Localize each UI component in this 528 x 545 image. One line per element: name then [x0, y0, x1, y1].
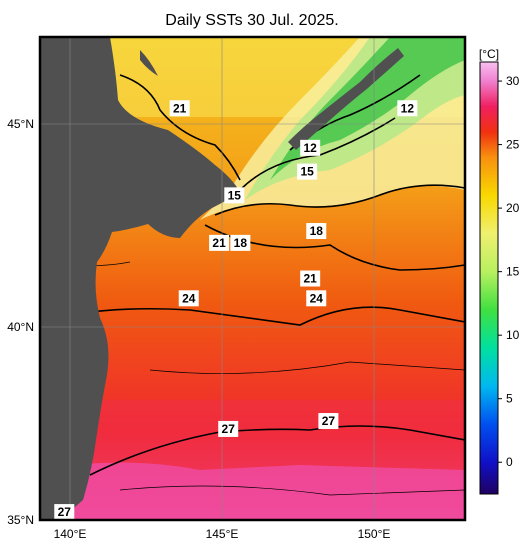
- isotherm-21-north: [119, 74, 241, 181]
- colorbar-tick-label: 25: [506, 138, 520, 152]
- lon-label-145e: 145°E: [206, 527, 239, 541]
- lon-axis-labels: 140°E 145°E 150°E: [54, 527, 391, 541]
- contour-label-box: [300, 270, 321, 287]
- sakhalin-tip: [140, 50, 158, 76]
- lon-gridlines: [69, 37, 375, 520]
- isotherm-24: [40, 306, 465, 326]
- contour-label: 27: [54, 504, 75, 520]
- lat-label-45n: 45°N: [7, 117, 34, 131]
- contour-label: 27: [218, 420, 239, 437]
- colorbar-tick-label: 30: [506, 74, 520, 88]
- lat-label-40n: 40°N: [7, 320, 34, 334]
- contour-label-box: [178, 290, 199, 307]
- isotherm-18: [214, 184, 465, 216]
- contour-label-text: 15: [228, 188, 242, 202]
- contour-label: 15: [224, 187, 245, 204]
- contour-label-text: 15: [300, 165, 314, 179]
- kuril-islands: [288, 48, 404, 150]
- contour-label: 18: [230, 234, 251, 251]
- contour-label-box: [306, 222, 327, 239]
- lat-axis-labels: 45°N 40°N 35°N: [7, 117, 34, 527]
- colorbar-tick-label: 0: [506, 455, 513, 469]
- warmest-water: [40, 462, 465, 520]
- contour-label-box: [209, 234, 230, 251]
- contour-label-box: [169, 100, 190, 117]
- contour-label-box: [218, 420, 239, 437]
- contour-label-text: 18: [310, 224, 324, 238]
- contour-label: 24: [178, 290, 199, 307]
- contour-label-text: 12: [401, 101, 415, 115]
- contour-label-text: 24: [182, 291, 196, 305]
- contour-label-text: 21: [212, 236, 226, 250]
- colorbar-tick-label: 5: [506, 392, 513, 406]
- colorbar-tick-label: 20: [506, 201, 520, 215]
- lat-gridlines: [40, 123, 465, 328]
- contour-label: 15: [297, 163, 318, 180]
- lat-label-35n: 35°N: [7, 513, 34, 527]
- lon-label-140e: 140°E: [54, 527, 87, 541]
- contour-label-box: [306, 290, 327, 307]
- contour-label-box: [297, 163, 318, 180]
- contour-label: 12: [300, 139, 321, 156]
- contour-label: 27: [318, 413, 339, 430]
- colorbar-ticks: 0 5 10 15 20 25 30: [498, 74, 520, 469]
- contour-labels: 21 12 12 15 15 18 21 18 21 24 24 27 27 27: [54, 100, 418, 520]
- contour-label: 12: [397, 100, 418, 117]
- colorbar-tick-label: 15: [506, 265, 520, 279]
- map-title: Daily SSTs 30 Jul. 2025.: [165, 12, 338, 29]
- contour-label: 21: [209, 234, 230, 251]
- contour-label-box: [300, 139, 321, 156]
- japan-mainland: [40, 37, 240, 520]
- contour-label-text: 27: [322, 414, 336, 428]
- contour-label-text: 21: [173, 101, 187, 115]
- contour-label: 21: [300, 270, 321, 287]
- isotherm-27: [89, 425, 465, 476]
- contour-label-text: 27: [222, 422, 236, 436]
- lon-label-150e: 150°E: [358, 527, 391, 541]
- map-frame: [38, 35, 467, 522]
- contour-label-box: [54, 504, 75, 520]
- contour-label-box: [397, 100, 418, 117]
- colorbar: [°C] 0 5 10 15 20 25 30: [479, 47, 520, 495]
- contour-label-text: 21: [303, 272, 317, 286]
- map-panel: 21 12 12 15 15 18 21 18 21 24 24 27 27 27: [40, 37, 465, 520]
- contour-label: 18: [306, 222, 327, 239]
- isotherm-21-south: [204, 224, 465, 271]
- colorbar-unit: [°C]: [479, 47, 499, 61]
- land-masses: [40, 37, 404, 520]
- contour-label: 24: [306, 290, 327, 307]
- contour-label-text: 18: [234, 236, 248, 250]
- contour-label-box: [318, 413, 339, 430]
- contour-label-text: 27: [58, 505, 72, 519]
- contour-label-box: [230, 234, 251, 251]
- contour-label-text: 24: [310, 291, 324, 305]
- contour-label-box: [224, 187, 245, 204]
- contour-label: 21: [169, 100, 190, 117]
- colorbar-tick-label: 10: [506, 328, 520, 342]
- contour-label-text: 12: [303, 141, 317, 155]
- colorbar-scale: [479, 61, 499, 495]
